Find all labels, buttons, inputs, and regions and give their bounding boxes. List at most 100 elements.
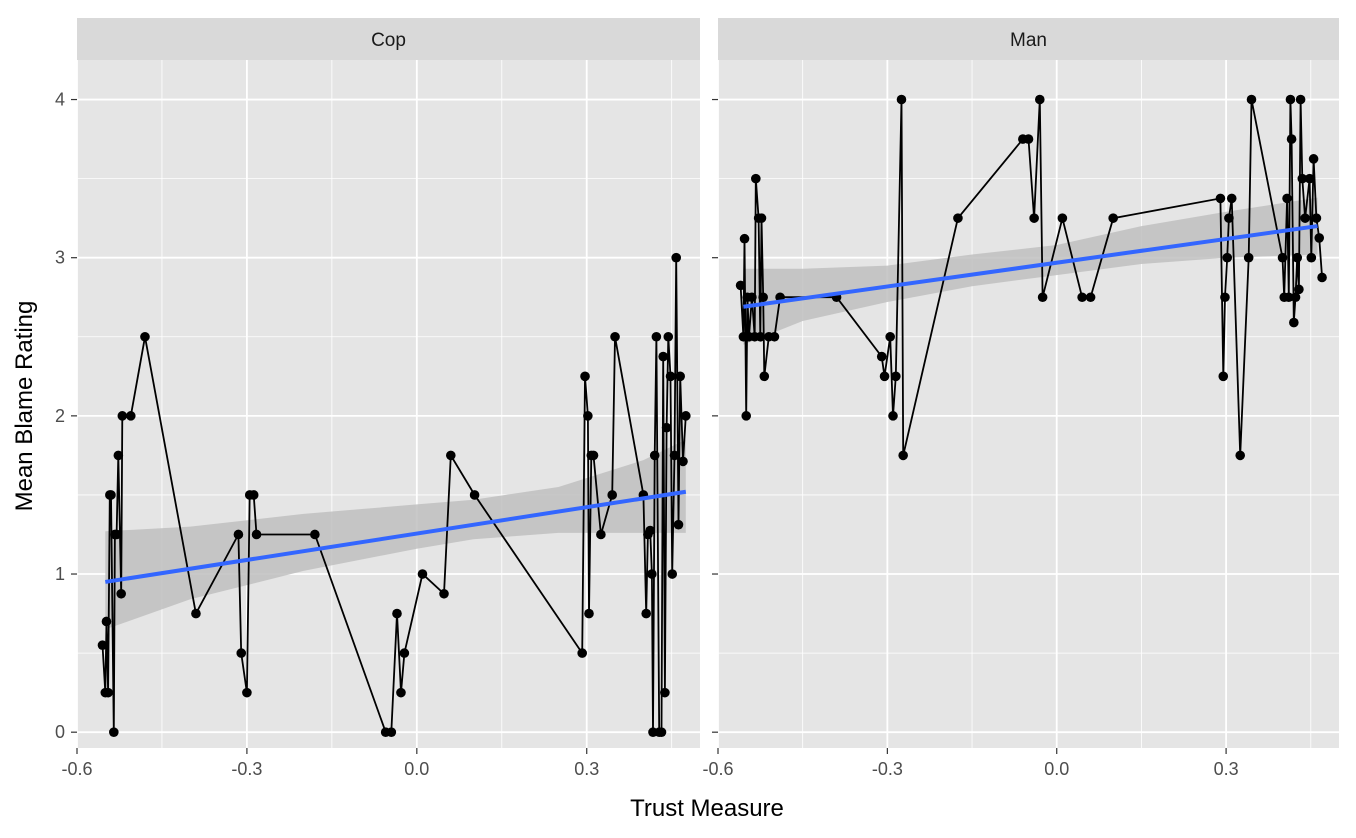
data-point: [584, 609, 594, 619]
facet-strip-label: Cop: [371, 30, 406, 51]
data-point: [234, 530, 244, 540]
data-point: [885, 332, 895, 342]
data-point: [1317, 273, 1327, 283]
panel-background: [77, 60, 700, 748]
data-point: [1227, 194, 1237, 204]
data-point: [757, 213, 767, 223]
data-point: [751, 174, 761, 184]
data-point: [396, 688, 406, 698]
facet-strip-label: Man: [1010, 30, 1047, 51]
data-point: [662, 423, 672, 433]
data-point: [888, 411, 898, 421]
y-tick-label: 3: [55, 248, 65, 268]
data-point: [898, 451, 908, 461]
data-point: [1294, 285, 1304, 295]
data-point: [1307, 253, 1317, 263]
y-axis-title: Mean Blame Rating: [11, 301, 38, 512]
data-point: [607, 490, 617, 500]
data-point: [1312, 213, 1322, 223]
data-point: [1035, 95, 1045, 105]
data-point: [1292, 253, 1302, 263]
x-axis-title: Trust Measure: [630, 795, 784, 822]
data-point: [103, 688, 113, 698]
data-point: [758, 292, 768, 302]
data-point: [580, 372, 590, 382]
data-point: [681, 411, 691, 421]
data-point: [747, 292, 757, 302]
data-point: [446, 451, 456, 461]
data-point: [1286, 95, 1296, 105]
data-point: [1216, 194, 1226, 204]
data-point: [98, 640, 108, 650]
data-point: [1224, 213, 1234, 223]
data-point: [116, 589, 126, 599]
data-point: [652, 332, 662, 342]
data-point: [770, 332, 780, 342]
panel-background: [718, 60, 1339, 748]
panel-cop: Cop -0.6 -0.3 0.0 0.3 0 1 2 3 4: [55, 18, 700, 779]
data-point: [439, 589, 449, 599]
x-tick-label: -0.3: [231, 759, 262, 779]
data-point: [663, 332, 673, 342]
data-point: [1235, 451, 1245, 461]
data-point: [1077, 292, 1087, 302]
y-tick-label: 0: [55, 722, 65, 742]
data-point: [583, 411, 593, 421]
data-point: [1300, 213, 1310, 223]
data-point: [1296, 95, 1306, 105]
data-point: [670, 451, 680, 461]
data-point: [741, 411, 751, 421]
data-point: [392, 609, 402, 619]
data-point: [1218, 372, 1228, 382]
data-point: [589, 451, 599, 461]
data-point: [102, 617, 112, 627]
data-point: [126, 411, 136, 421]
data-point: [1244, 253, 1254, 263]
data-point: [236, 648, 246, 658]
data-point: [1287, 134, 1297, 144]
data-point: [953, 213, 963, 223]
data-point: [759, 372, 769, 382]
x-tick-label: 0.0: [1044, 759, 1069, 779]
data-point: [645, 526, 655, 536]
data-point: [191, 609, 201, 619]
x-tick-label: -0.6: [702, 759, 733, 779]
x-tick-label: 0.3: [1214, 759, 1239, 779]
data-point: [666, 372, 676, 382]
data-point: [740, 234, 750, 244]
data-point: [678, 457, 688, 467]
data-point: [877, 352, 887, 362]
data-point: [596, 530, 606, 540]
data-point: [577, 648, 587, 658]
data-point: [897, 95, 907, 105]
data-point: [1024, 134, 1034, 144]
data-point: [118, 411, 128, 421]
data-point: [387, 727, 397, 737]
data-point: [657, 727, 667, 737]
data-point: [736, 281, 746, 291]
data-point: [1220, 292, 1230, 302]
data-point: [891, 372, 901, 382]
data-point: [1038, 292, 1048, 302]
data-point: [1029, 213, 1039, 223]
panel-man: Man -0.6 -0.3 0.0 0.3: [702, 18, 1339, 779]
data-point: [1108, 213, 1118, 223]
data-point: [1289, 318, 1299, 328]
data-point: [400, 648, 410, 658]
data-point: [647, 569, 657, 579]
data-point: [249, 490, 259, 500]
data-point: [418, 569, 428, 579]
data-point: [140, 332, 150, 342]
data-point: [1282, 194, 1292, 204]
data-point: [667, 569, 677, 579]
data-point: [112, 530, 122, 540]
data-point: [1314, 233, 1324, 243]
data-point: [1305, 174, 1315, 184]
data-point: [106, 490, 116, 500]
data-point: [252, 530, 262, 540]
x-tick-label: 0.0: [404, 759, 429, 779]
x-tick-label: 0.3: [574, 759, 599, 779]
data-point: [1247, 95, 1257, 105]
panels-layer: Cop -0.6 -0.3 0.0 0.3 0 1 2 3 4 Man -0.6 -0.3 0.0 0.3: [55, 18, 1339, 779]
